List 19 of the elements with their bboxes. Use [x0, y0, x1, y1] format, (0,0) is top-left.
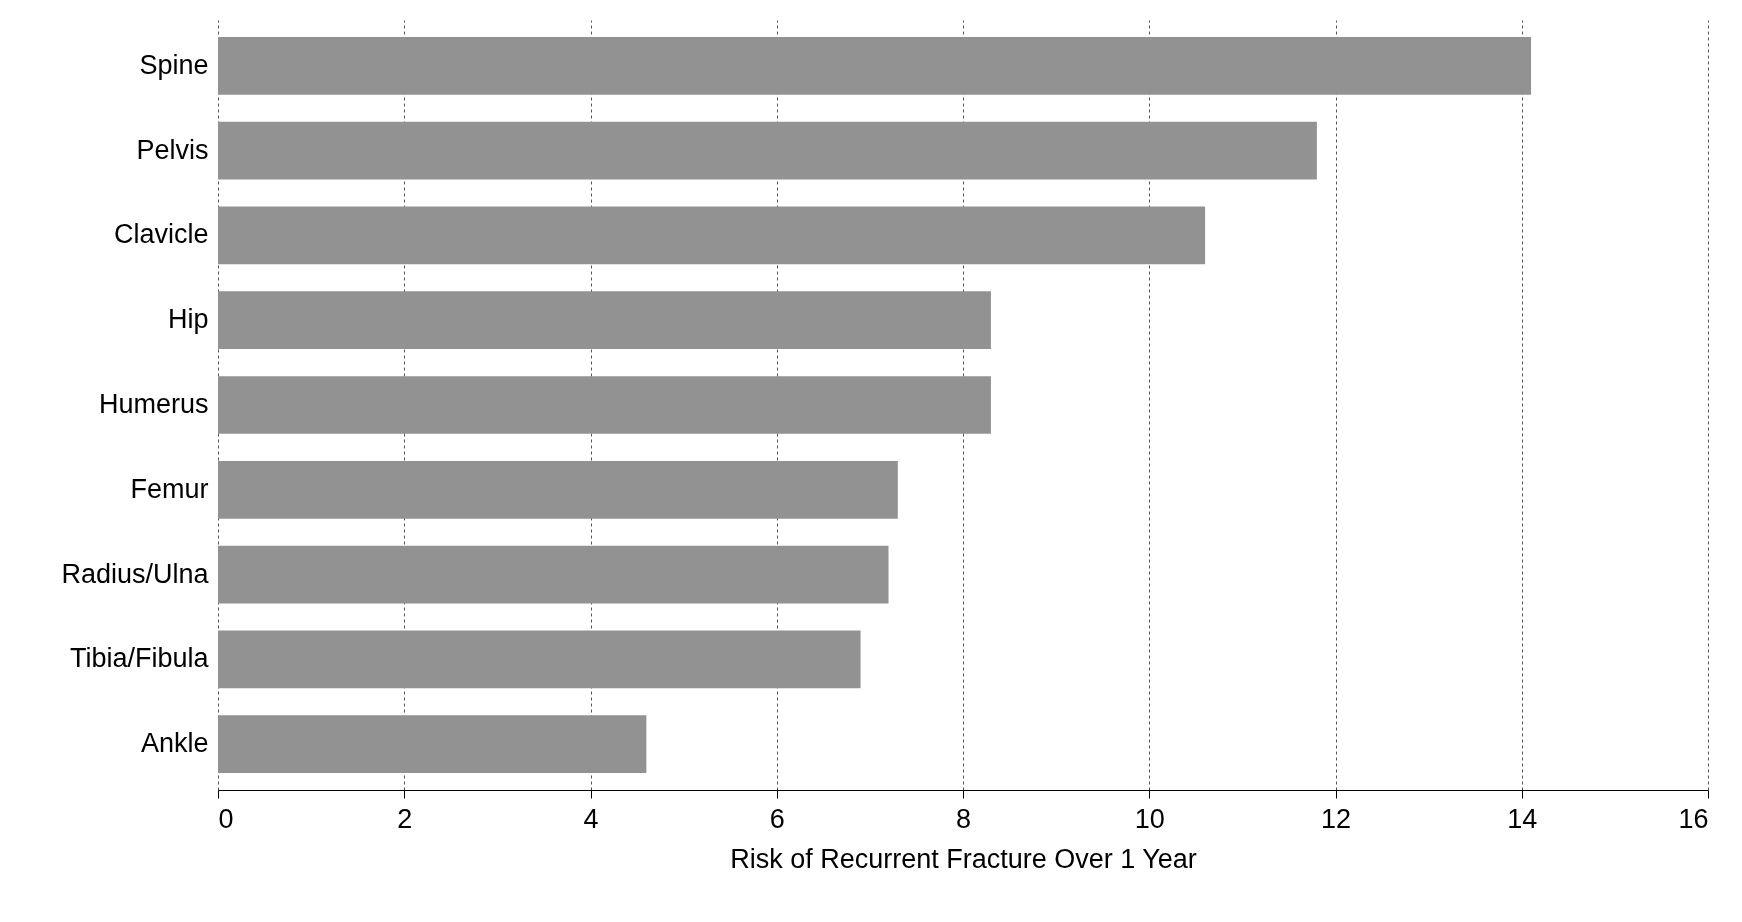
x-tick-label: 8 [955, 803, 972, 834]
y-tick-label: Clavicle [113, 219, 209, 250]
x-tick-label: 12 [1320, 803, 1352, 834]
x-tick-label: 4 [583, 803, 599, 834]
x-tick-label: 14 [1507, 803, 1538, 834]
y-tick-label: Pelvis [136, 134, 209, 165]
y-tick-label: Humerus [98, 389, 209, 419]
x-tick-label: 10 [1134, 803, 1165, 834]
y-tick-label: Ankle [140, 728, 209, 759]
y-tick-label: Radius/Ulna [61, 558, 210, 589]
x-tick-label: 16 [1678, 803, 1709, 834]
x-axis-title: Risk of Recurrent Fracture Over 1 Year [730, 843, 1197, 874]
y-tick-label: Hip [167, 304, 209, 335]
y-tick-label: Spine [139, 49, 209, 80]
x-tick-label: 6 [769, 803, 785, 834]
x-tick-label: 2 [397, 803, 413, 834]
x-tick-label: 0 [218, 803, 234, 834]
y-tick-label: Femur [130, 473, 209, 504]
y-tick-label: Tibia/Fibula [69, 643, 210, 674]
